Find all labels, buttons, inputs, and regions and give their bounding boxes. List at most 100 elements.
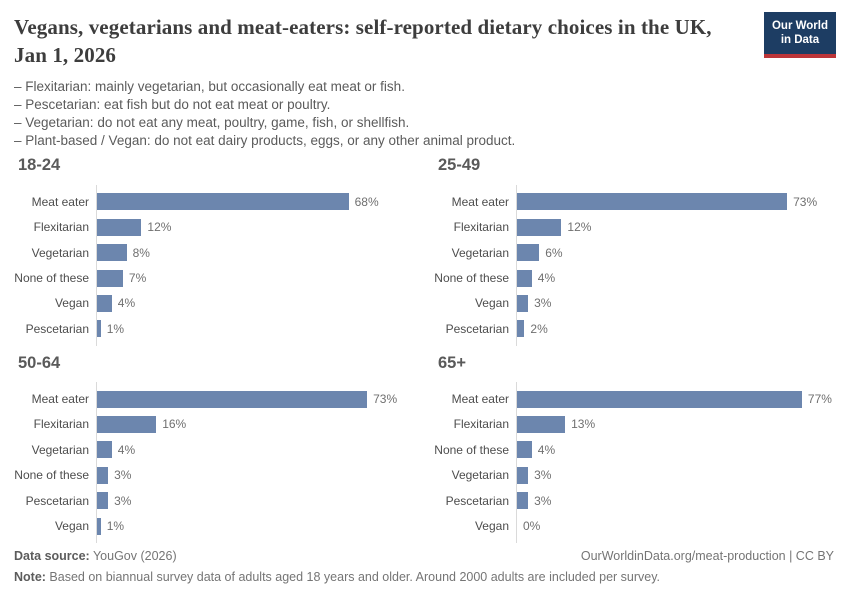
bar-area: 12% (96, 218, 414, 236)
bar (97, 492, 109, 510)
category-label: Meat eater (451, 392, 509, 407)
value-label: 3% (534, 468, 552, 483)
chart-header: Vegans, vegetarians and meat-eaters: sel… (0, 0, 850, 150)
bar-row: Pescetarian 1% (12, 316, 414, 341)
bar-area: 3% (516, 492, 834, 510)
owid-logo-line1: Our World (771, 20, 828, 32)
facet-title: 50-64 (18, 353, 61, 372)
value-label: 2% (530, 321, 548, 336)
value-label: 73% (373, 392, 398, 407)
bar-row: Flexitarian 12% (12, 215, 414, 240)
definitions-list: – Flexitarian: mainly vegetarian, but oc… (14, 78, 834, 150)
bar (97, 390, 368, 408)
category-label: Vegetarian (451, 468, 509, 483)
bar (97, 294, 112, 312)
owid-logo-line2: in Data (780, 34, 820, 47)
category-label: Vegan (474, 296, 509, 311)
bar (517, 415, 566, 433)
bar (97, 244, 127, 262)
bar-row: Meat eater 68% (12, 189, 414, 214)
bar-area: 3% (96, 466, 414, 484)
owid-attribution-link[interactable]: OurWorldinData.org/meat-production | CC … (580, 548, 834, 563)
bar (517, 466, 529, 484)
value-label: 7% (128, 271, 147, 286)
value-label: 12% (147, 220, 172, 235)
bar-row: Vegan 0% (432, 513, 834, 538)
bar (517, 269, 532, 287)
category-label: None of these (14, 271, 89, 286)
bar-area: 73% (516, 193, 834, 211)
bar (97, 415, 157, 433)
value-label: 3% (114, 468, 132, 483)
bar (517, 390, 802, 408)
chart-facet-65+: 65+ Meat eater 77% Flexitarian 13% None of th… (432, 354, 834, 543)
data-source-value: YouGov (2026) (89, 548, 177, 563)
bar (97, 218, 142, 236)
definition-pescetarian: – Pescetarian: eat fish but do not eat m… (14, 97, 331, 113)
bar-area: 77% (516, 390, 834, 408)
bar (97, 320, 101, 338)
category-label: Pescetarian (445, 493, 509, 508)
data-source: Data source: YouGov (2026) (14, 549, 177, 563)
bar-row: Vegan 3% (432, 291, 834, 316)
bar-row: Pescetarian 3% (432, 488, 834, 513)
bar (97, 466, 109, 484)
page-title: Vegans, vegetarians and meat-eaters: sel… (14, 15, 712, 67)
bar-row: Vegan 1% (12, 513, 414, 538)
category-label: Pescetarian (25, 493, 89, 508)
definition-vegetarian: – Vegetarian: do not eat any meat, poult… (14, 115, 410, 131)
value-label: 3% (534, 296, 552, 311)
bar-area: 2% (516, 320, 834, 338)
definition-vegan: – Plant-based / Vegan: do not eat dairy … (14, 133, 516, 149)
facet-plot: Meat eater 77% Flexitarian 13% None of these… (432, 382, 834, 543)
bar-area: 73% (96, 390, 414, 408)
bar-row: Meat eater 77% (432, 386, 834, 411)
category-label: Vegan (474, 519, 509, 534)
category-label: Vegan (54, 519, 89, 534)
bar (97, 517, 101, 535)
category-label: Vegetarian (31, 442, 89, 457)
value-label: 4% (117, 442, 136, 457)
bar-row: Flexitarian 12% (432, 215, 834, 240)
value-label: 77% (807, 392, 832, 407)
bar-area: 3% (96, 492, 414, 510)
bar-row: None of these 4% (432, 265, 834, 290)
value-label: 3% (534, 493, 552, 508)
bar-row: Meat eater 73% (432, 189, 834, 214)
facet-plot: Meat eater 73% Flexitarian 16% Vegetarian 4% N… (12, 382, 414, 543)
bar-row: Vegetarian 8% (12, 240, 414, 265)
y-axis-line (96, 185, 97, 346)
bar-row: Meat eater 73% (12, 386, 414, 411)
facet-title: 25-49 (438, 156, 481, 175)
value-label: 1% (106, 519, 125, 534)
category-label: Vegan (54, 296, 89, 311)
bar (517, 193, 788, 211)
chart-facet-25-49: 25-49 Meat eater 73% Flexitarian 12% Vegetari… (432, 156, 834, 346)
bar-area: 13% (516, 415, 834, 433)
category-label: None of these (434, 442, 509, 457)
bar-area: 4% (96, 294, 414, 312)
facet-plot: Meat eater 68% Flexitarian 12% Vegetarian 8% N… (12, 185, 414, 346)
data-source-label: Data source: (14, 548, 90, 563)
bar-row: Vegetarian 6% (432, 240, 834, 265)
bar-row: Flexitarian 13% (432, 412, 834, 437)
definition-flexitarian: – Flexitarian: mainly vegetarian, but oc… (14, 79, 405, 95)
y-axis-line (516, 382, 517, 543)
chart-facet-50-64: 50-64 Meat eater 73% Flexitarian 16% Vegetari… (12, 354, 414, 543)
value-label: 13% (571, 417, 596, 432)
bar-area: 4% (516, 269, 834, 287)
facet-plot: Meat eater 73% Flexitarian 12% Vegetarian 6% N… (432, 185, 834, 346)
bar-area: 3% (516, 294, 834, 312)
bar-row: Vegan 4% (12, 291, 414, 316)
bar (97, 441, 112, 459)
owid-logo: Our World in Data (763, 12, 836, 58)
bar-area: 1% (96, 517, 414, 535)
bar-area: 0% (516, 518, 834, 535)
category-label: Pescetarian (25, 321, 89, 336)
bar-area: 4% (96, 441, 414, 459)
note-value: Based on biannual survey data of adults … (45, 569, 661, 584)
facet-title: 65+ (438, 353, 466, 372)
category-label: Flexitarian (453, 220, 509, 235)
bar (517, 244, 540, 262)
category-label: Meat eater (31, 194, 89, 209)
